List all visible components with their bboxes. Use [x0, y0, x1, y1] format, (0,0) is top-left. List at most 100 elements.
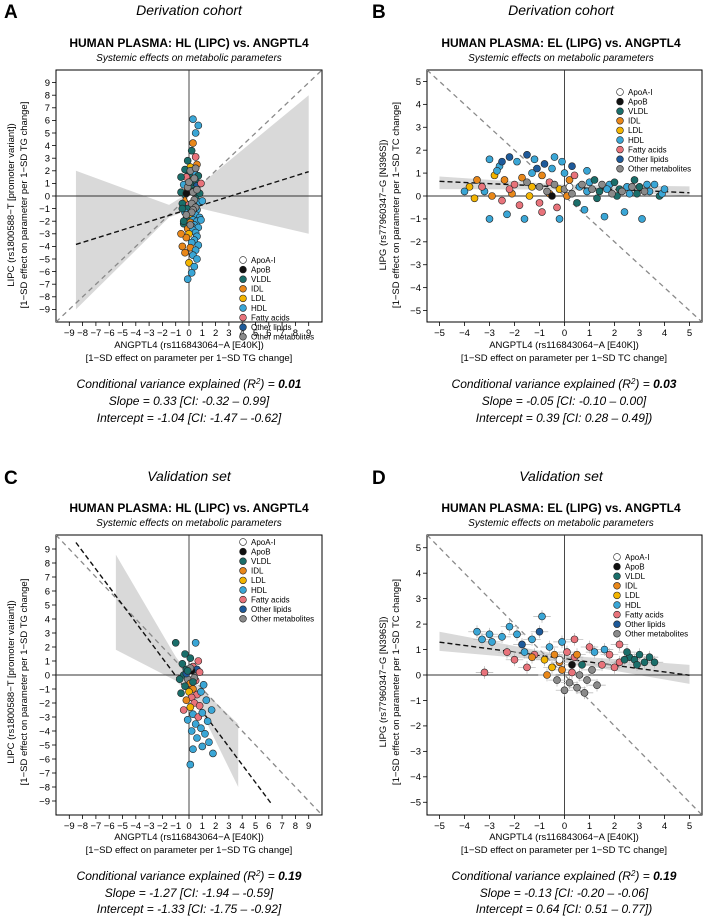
panel-a-ytick-label: 7 — [45, 103, 50, 114]
panel-letter-c: C — [4, 468, 18, 489]
panel-d-legend-label: Fatty acids — [625, 610, 664, 619]
panel-a-inner — [56, 70, 322, 322]
panel-d-xlabel: ANGPTL4 (rs116843064−A [E40K]) — [489, 832, 639, 843]
panel-b-point — [595, 187, 604, 196]
panel-a-point — [182, 189, 191, 198]
panel-c-legend-swatch — [239, 547, 247, 556]
panel-d-point — [568, 661, 576, 669]
panel-d-point — [485, 630, 494, 639]
panel-c-r2-prefix: Conditional variance explained (R — [77, 869, 257, 883]
panel-b-legend-swatch — [616, 117, 624, 125]
panel-c-ytick-label: 6 — [45, 586, 50, 597]
panel-c-xtick-label: 4 — [240, 821, 245, 832]
panel-a-point — [185, 258, 193, 267]
panel-a-legend-swatch — [239, 333, 247, 341]
panel-d-legend-swatch — [613, 572, 621, 580]
panel-c-legend-swatch — [239, 576, 247, 585]
panel-c-point — [186, 760, 195, 769]
panel-d-legend-swatch — [613, 562, 621, 571]
panel-d-regression-line — [439, 641, 690, 676]
panel-b-point — [603, 185, 611, 193]
panel-a-r2-value: 0.01 — [278, 377, 302, 391]
panel-d-point — [565, 678, 574, 687]
panel-d-point — [645, 653, 654, 661]
panel-b-point — [478, 183, 486, 191]
panel-b-subtitle: Systemic effects on metabolic parameters — [468, 53, 654, 64]
panel-b-legend-swatch — [616, 155, 624, 163]
panel-d-plot-area: −5 −4 −3 −2 −1 0 1 2 3 4 5 −5 −4 −3 −2 −1 0 1 2 3 4 5 ApoA-IAp… — [410, 534, 703, 832]
panel-b-cohort: Derivation cohort — [508, 2, 615, 18]
panel-b-xtick-label: −5 — [434, 328, 445, 339]
panel-c-point — [195, 701, 204, 710]
panel-c-ytick-label: −1 — [39, 684, 50, 695]
panel-b-point — [500, 176, 509, 184]
panel-b-point — [620, 208, 629, 216]
panel-c-legend-label: Fatty acids — [251, 595, 290, 604]
panel-a-legend-label: HDL — [251, 304, 268, 313]
panel-b-legend-swatch — [616, 97, 624, 106]
panel-b-ytick-label: 4 — [416, 100, 421, 111]
panel-d-point — [535, 627, 544, 636]
panel-b-legend-label: Fatty acids — [628, 145, 667, 154]
panel-c-xtick-label: −2 — [157, 821, 168, 832]
panel-a-point — [197, 179, 205, 188]
panel-c-r2-sup: 2 — [255, 869, 261, 878]
panel-c-legend-label: IDL — [251, 567, 264, 576]
panel-c-point — [191, 720, 200, 728]
panel-c-xtick-label: −6 — [104, 821, 115, 832]
panel-b-legend-swatch — [616, 145, 624, 154]
panel-a-ylabel: LIPC (rs1800588−T [promoter variant]) — [6, 123, 17, 286]
panel-d-point — [553, 676, 561, 684]
panel-c-ytick-label: −9 — [39, 796, 50, 807]
panel-d-title: HUMAN PLASMA: EL (LIPG) vs. ANGPTL4 — [441, 501, 681, 515]
panel-b-point — [610, 178, 619, 187]
panel-d-intercept: Intercept = 0.64 [CI: 0.51 – 0.77]) — [476, 902, 652, 916]
panel-a-point — [183, 275, 192, 283]
panel-d: D Validation set HUMAN PLASMA: EL (LIPG)… — [372, 468, 703, 916]
panel-b-point — [583, 167, 591, 175]
panel-b-point — [618, 187, 626, 196]
panel-c-point — [205, 738, 213, 747]
panel-a-legend-label: IDL — [251, 285, 264, 294]
panel-c-point — [183, 715, 192, 724]
panel-b-xtick-label: 2 — [612, 328, 617, 339]
panel-b-point — [590, 176, 599, 184]
panel-b-legend-swatch — [616, 136, 624, 144]
panel-d-ytick-label: −3 — [410, 747, 421, 758]
panel-d-point — [568, 668, 576, 677]
panel-d-point — [588, 666, 596, 674]
panel-b-inner — [427, 70, 702, 322]
panel-c-point — [199, 680, 208, 689]
panel-b-point — [625, 189, 634, 198]
panel-d-xtick-label: 3 — [637, 821, 642, 832]
panel-b-xtick-label: −1 — [534, 328, 545, 339]
panel-c-xtick-label: −7 — [90, 821, 101, 832]
panel-d-legend-swatch — [613, 630, 621, 638]
panel-c-point — [177, 689, 185, 698]
panel-b-ytick-label: −1 — [410, 214, 421, 225]
panel-c-xtick-label: −3 — [144, 821, 155, 832]
panel-a-xtick-label: −9 — [64, 328, 75, 339]
panel-c: C Validation set HUMAN PLASMA: HL (LIPC)… — [4, 468, 323, 916]
panel-d-point — [633, 661, 641, 669]
panel-c-xtick-label: 8 — [293, 821, 298, 832]
panel-c-ytick-label: 9 — [45, 544, 50, 555]
panel-b-point — [550, 153, 559, 161]
panel-a-point — [189, 139, 197, 147]
panel-c-r2: Conditional variance explained (R2) = 0.… — [77, 869, 302, 884]
panel-b-legend-label: LDL — [628, 126, 643, 135]
panel-letter-b: B — [372, 2, 386, 23]
panel-c-point — [198, 742, 207, 751]
panel-d-point — [600, 645, 609, 654]
panel-a-ytick-label: 6 — [45, 116, 50, 127]
panel-d-point — [488, 638, 496, 646]
panel-a-point — [186, 221, 195, 229]
panel-c-point — [195, 668, 204, 677]
panel-b-point — [638, 215, 646, 223]
panel-c-point — [209, 749, 217, 758]
panel-d-ytick-label: −5 — [410, 798, 421, 809]
panel-a-xlabel2: [1−SD effect on parameter per 1−SD TG ch… — [86, 353, 293, 364]
panel-c-ytick-label: 8 — [45, 558, 50, 569]
panel-c-legend-label: Other lipids — [251, 605, 291, 614]
